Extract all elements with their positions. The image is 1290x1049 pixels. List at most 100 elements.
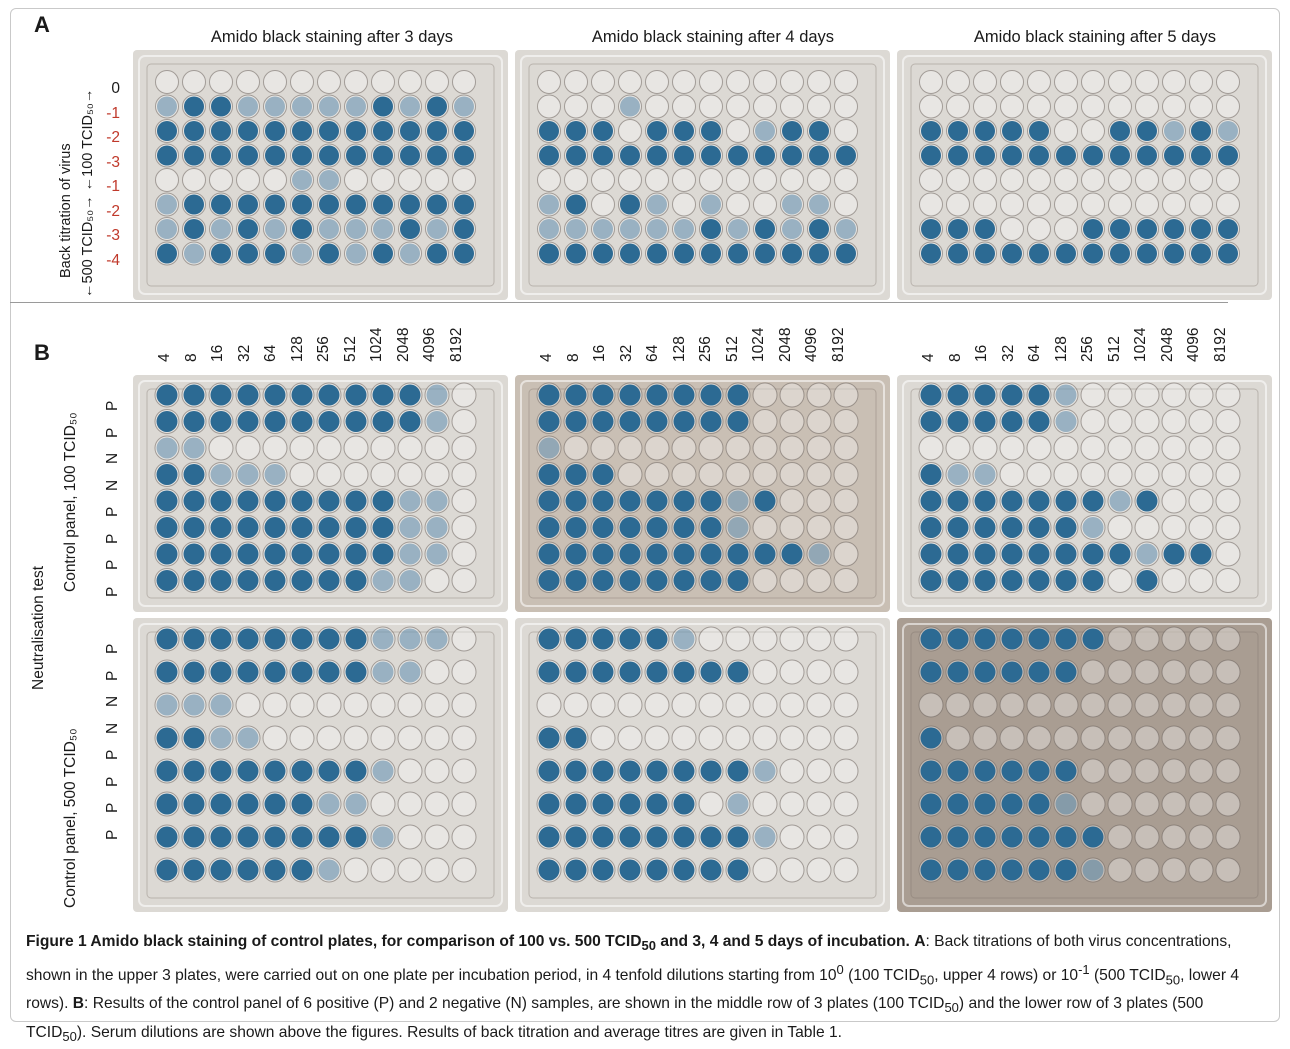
well <box>1027 168 1051 192</box>
row-label: -3 <box>106 227 120 244</box>
stained-well <box>947 570 969 591</box>
well <box>1080 857 1106 883</box>
well <box>1107 758 1133 784</box>
stained-well <box>1055 570 1077 591</box>
well <box>780 70 804 94</box>
well <box>1053 462 1079 487</box>
well <box>806 409 832 434</box>
dilution-label: 256 <box>315 336 332 362</box>
well <box>1000 192 1024 217</box>
stained-well <box>593 121 613 141</box>
well <box>370 824 396 850</box>
well <box>725 462 751 487</box>
stained-well <box>646 661 668 683</box>
well <box>1188 824 1214 850</box>
stained-well <box>237 570 259 591</box>
well <box>806 659 832 685</box>
stained-well <box>183 517 205 538</box>
well <box>289 435 315 461</box>
well <box>209 70 233 94</box>
well <box>208 725 234 751</box>
well <box>779 435 805 461</box>
stained-well <box>974 793 996 815</box>
well <box>834 70 858 94</box>
stained-well <box>592 628 614 650</box>
sample-type-label: P <box>104 506 121 517</box>
dilution-label: 32 <box>235 344 253 362</box>
well <box>1107 409 1133 434</box>
stained-well <box>565 411 587 432</box>
stained-well <box>183 570 205 591</box>
stained-well <box>809 243 829 264</box>
caption-a-text4: (500 TCID <box>1089 967 1166 985</box>
well <box>644 435 670 461</box>
stained-well <box>426 490 448 512</box>
well <box>806 692 832 718</box>
well <box>779 725 805 751</box>
well <box>999 725 1025 751</box>
well <box>1107 659 1133 685</box>
well <box>1107 791 1133 817</box>
plate-title-a3: Amido black staining after 5 days <box>973 28 1217 46</box>
well <box>262 725 288 751</box>
well <box>236 168 260 192</box>
stained-well <box>1001 411 1023 432</box>
group-label-100: Control panel, 100 TCID₅₀ <box>62 412 79 592</box>
well <box>1134 462 1160 487</box>
well <box>1188 488 1214 514</box>
dilution-label: 8 <box>182 353 200 362</box>
stained-well <box>399 490 421 512</box>
stained-well <box>1191 243 1211 264</box>
stained-well <box>920 826 942 848</box>
dilution-label: 4 <box>156 353 173 362</box>
stained-well <box>291 661 313 683</box>
well <box>973 94 997 119</box>
stained-well <box>427 121 447 141</box>
stained-well <box>427 243 447 264</box>
stained-well <box>183 490 205 512</box>
well <box>263 217 287 241</box>
stained-well <box>592 760 614 782</box>
row-label: -4 <box>106 251 120 269</box>
well <box>451 409 477 434</box>
well <box>779 626 805 652</box>
well <box>1215 541 1241 567</box>
stained-well <box>1083 145 1103 166</box>
well <box>1161 382 1187 408</box>
stained-well <box>975 219 995 239</box>
row-label: -3 <box>106 153 120 171</box>
well <box>946 94 970 119</box>
well <box>343 435 369 461</box>
stained-well <box>647 219 667 239</box>
well <box>1000 217 1024 241</box>
stained-well <box>619 517 641 538</box>
well <box>833 857 859 883</box>
plate-a-5days <box>897 50 1272 300</box>
well <box>564 217 588 241</box>
well <box>1134 541 1160 567</box>
plate-title-a1: Amido black staining after 3 days <box>210 28 454 46</box>
well <box>424 541 450 567</box>
row-label: 0 <box>111 80 120 97</box>
stained-well <box>1028 517 1050 538</box>
well <box>833 409 859 434</box>
well <box>919 94 943 119</box>
well <box>1161 824 1187 850</box>
well <box>1188 568 1214 593</box>
well <box>999 462 1025 487</box>
well <box>1027 70 1051 94</box>
stained-well <box>400 219 420 239</box>
stained-well <box>319 219 339 239</box>
well <box>833 659 859 685</box>
sub-50-c: 50 <box>944 1000 959 1016</box>
well <box>806 758 832 784</box>
stained-well <box>292 96 312 117</box>
stained-well <box>539 121 559 141</box>
well <box>564 94 588 119</box>
stained-well <box>156 661 178 683</box>
well <box>1215 568 1241 593</box>
figure-title-end: and 3, 4 and 5 days of incubation. <box>656 933 910 950</box>
stained-well <box>727 543 749 565</box>
stained-well <box>345 661 367 683</box>
stained-well <box>373 96 393 117</box>
